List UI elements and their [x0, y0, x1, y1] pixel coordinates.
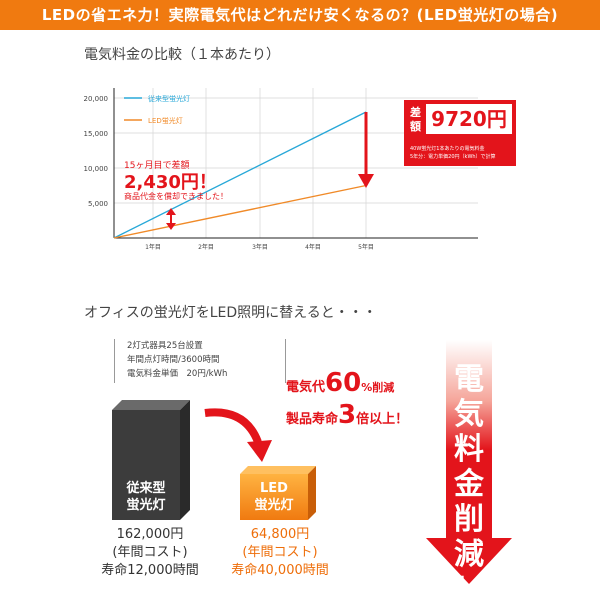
reduction-big-arrow: [426, 340, 512, 584]
chart-title: 電気料金の比較（１本あたり）: [84, 47, 280, 63]
y-tick-label: 15,000: [84, 130, 109, 138]
savings-amount-box: 9720円: [426, 104, 512, 134]
savings-label: 差 額: [410, 106, 421, 134]
power-percent: 60: [325, 368, 362, 398]
reduction-char: 金: [454, 467, 484, 502]
led-lifespan: 寿命40,000時間: [231, 563, 329, 578]
savings-note-1: 40W蛍光灯1本あたりの電気料金: [410, 146, 485, 152]
x-tick-label: 2年目: [198, 243, 214, 251]
led-cost-note: (年間コスト): [242, 545, 318, 560]
led-light-block: [240, 466, 316, 520]
x-tick-label: 5年目: [358, 243, 374, 251]
office-section-title: オフィスの蛍光灯をLED照明に替えると・・・: [84, 305, 377, 321]
led-label-2: 蛍光灯: [254, 498, 294, 513]
legend-label: LED蛍光灯: [148, 116, 183, 125]
y-tick-label: 5,000: [88, 200, 108, 208]
savings-callout: 差 額 9720円 40W蛍光灯1本あたりの電気料金 5年分：電力単価20円（k…: [404, 100, 516, 166]
condition-item: 電気料金単価 20円/kWh: [127, 369, 228, 379]
series-line-1: [113, 184, 367, 239]
y-tick-label: 20,000: [84, 95, 109, 103]
condition-item: 年間点灯時間/3600時間: [127, 355, 220, 365]
power-reduction-claim: 電気代60%削減: [286, 368, 394, 398]
reduction-arrow-text: 電 気 料 金 削 減 ！: [446, 362, 492, 607]
lifespan-multiplier: 3: [338, 400, 357, 430]
reduction-char: 電: [454, 362, 484, 397]
power-label: 電気代: [286, 380, 326, 395]
x-tick-label: 4年目: [305, 243, 321, 251]
conditions-box: 2灯式器具25台設置 年間点灯時間/3600時間 電気料金単価 20円/kWh: [114, 339, 286, 383]
y-tick-label: 10,000: [84, 165, 109, 173]
conventional-label-2: 蛍光灯: [126, 498, 166, 513]
led-label-1: LED: [260, 481, 288, 496]
reduction-char: 削: [454, 502, 484, 537]
savings-note-2: 5年分：電力単価20円（kWh）で計算: [410, 154, 496, 160]
conventional-light-block: [112, 400, 190, 520]
lifespan-label: 製品寿命: [286, 412, 339, 427]
breakeven-amount: 2,430円！: [124, 172, 217, 193]
conventional-lifespan: 寿命12,000時間: [101, 563, 199, 578]
header-banner: LEDの省エネ力！実際電気代はどれだけ安くなるの？(LED蛍光灯の場合): [0, 0, 600, 30]
x-tick-label: 1年目: [145, 243, 161, 251]
lifespan-suffix: 倍以上！: [356, 412, 409, 427]
series-line-0: [113, 111, 367, 239]
reduction-char: 料: [454, 432, 484, 467]
power-suffix: %削減: [361, 381, 395, 394]
conventional-cost: 162,000円 (年間コスト) 寿命12,000時間: [90, 526, 210, 580]
led-cost-value: 64,800円: [250, 527, 310, 542]
conventional-label-1: 従来型: [126, 481, 166, 496]
reduction-char: ！: [454, 572, 484, 607]
reduction-char: 減: [454, 537, 484, 572]
conventional-cost-note: (年間コスト): [112, 545, 188, 560]
conventional-cost-value: 162,000円: [116, 527, 184, 542]
conventional-label: 従来型 蛍光灯: [112, 480, 180, 514]
curved-arrow: [204, 408, 272, 462]
savings-label-2: 額: [410, 120, 421, 133]
condition-item: 2灯式器具25台設置: [127, 341, 203, 351]
breakeven-note: 15ヶ月目で差額: [124, 161, 190, 171]
savings-label-1: 差: [410, 106, 421, 119]
reduction-char: 気: [454, 397, 484, 432]
x-tick-label: 3年目: [252, 243, 268, 251]
difference-arrow: [166, 208, 176, 230]
led-label: LED 蛍光灯: [240, 480, 308, 514]
lifespan-claim: 製品寿命3倍以上！: [286, 400, 408, 430]
savings-down-arrow: [358, 112, 374, 188]
led-cost: 64,800円 (年間コスト) 寿命40,000時間: [220, 526, 340, 580]
breakeven-caption: 商品代金を償却できました！: [124, 192, 228, 201]
legend-label: 従来型蛍光灯: [148, 94, 190, 103]
